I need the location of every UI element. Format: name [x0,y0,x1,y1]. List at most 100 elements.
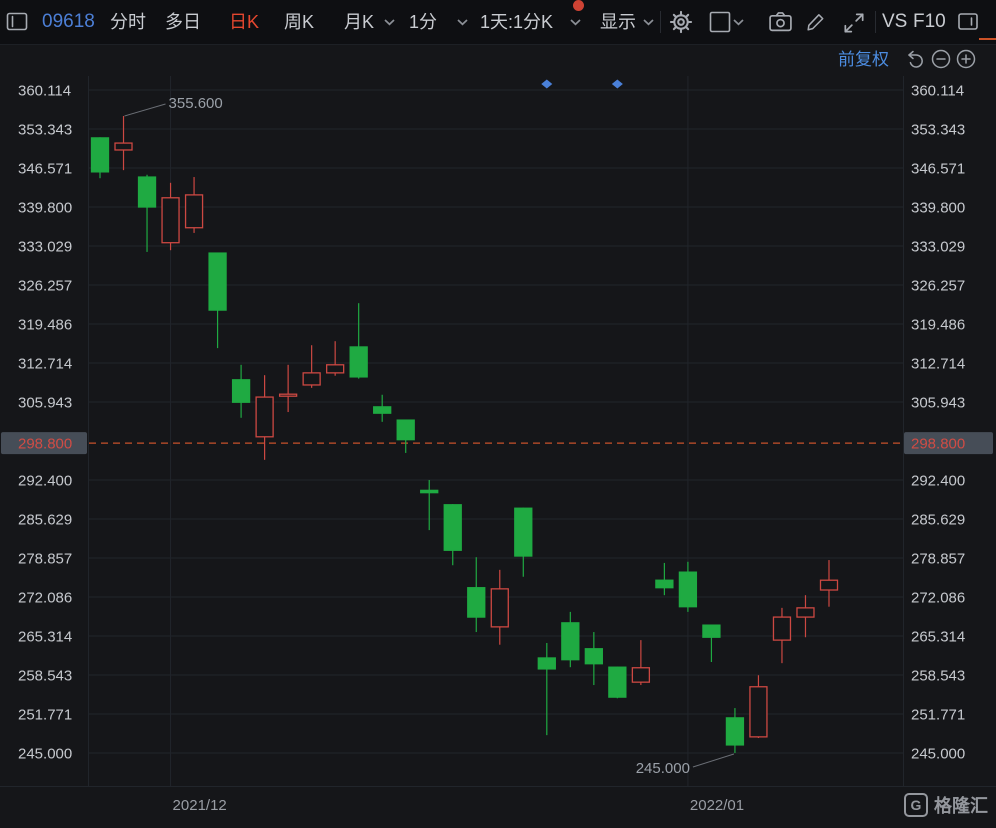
event-marker-icon[interactable] [541,79,553,89]
y-axis-label-right: 245.000 [911,746,965,763]
annotation-line [124,103,166,117]
candle-body [537,657,556,670]
candle-body [302,372,321,386]
candle-body [678,571,698,608]
adjust-mode-button[interactable]: 前复权 [838,50,889,69]
candle-body [161,197,180,244]
y-axis-label-left: 251.771 [18,707,72,724]
x-axis-label: 2021/12 [173,797,227,814]
toolbar-divider [875,11,876,33]
tab-intraday[interactable]: 分时 [110,12,146,32]
gelonghui-logo-icon: G [904,793,928,817]
reference-price-tag-left [1,432,87,455]
annotation-line [692,753,735,768]
period-selector[interactable]: 1天:1分K [480,12,554,32]
candle-body [420,489,439,494]
candle-body [231,379,251,403]
zoom-in-icon[interactable] [955,48,977,70]
candle-body [373,406,392,414]
y-axis-label-left: 326.257 [18,277,72,294]
chevron-down-icon[interactable] [643,19,654,26]
y-axis-label-right: 258.543 [911,667,965,684]
candle-body [349,346,368,378]
reference-price-label-right: 298.800 [911,436,965,453]
zoom-out-icon[interactable] [930,48,952,70]
candle-body [443,504,462,551]
reference-price-tag-right [904,432,993,455]
chart-toolbar: 09618 分时 多日 日K 周K 月K 1分 1天:1分K 显示 [0,0,996,45]
tab-monthly-k[interactable]: 月K [344,12,375,32]
f10-button[interactable]: F10 [913,11,946,32]
info-panel-icon[interactable] [957,10,979,32]
undo-icon[interactable] [904,48,926,70]
tab-daily-k[interactable]: 日K [229,12,260,32]
expand-icon[interactable] [841,10,867,36]
notification-dot [573,0,584,11]
y-axis-label-left: 346.571 [18,161,72,178]
candle-body [772,616,792,641]
candle-body [561,622,580,661]
low-annotation: 245.000 [636,760,690,777]
y-axis-label-right: 251.771 [911,707,965,724]
y-axis-label-right: 326.257 [911,277,965,294]
chevron-down-icon[interactable] [457,19,468,26]
y-axis-label-left: 285.629 [18,511,72,528]
candle-body [655,579,674,589]
candle-body [514,507,533,557]
event-marker-icon[interactable] [611,79,623,89]
y-axis-label-right: 305.943 [911,394,965,411]
chart-subheader: 前复权 [0,45,996,75]
chevron-down-icon[interactable] [570,19,581,26]
gelonghui-logo-text: 格隆汇 [934,796,988,816]
y-axis-label-right: 319.486 [911,316,965,333]
chevron-down-icon[interactable] [733,19,744,26]
candle-body [90,137,110,173]
camera-icon[interactable] [768,10,793,33]
y-axis-label-left: 272.086 [18,589,72,606]
y-axis-label-left: 278.857 [18,551,72,568]
y-axis-label-right: 285.629 [911,511,965,528]
pencil-icon[interactable] [806,10,827,32]
gear-icon[interactable] [668,9,694,35]
tab-1min[interactable]: 1分 [409,12,438,32]
chart-style-icon[interactable] [708,10,732,34]
compare-button[interactable]: VS [882,11,908,32]
window-layout-icon[interactable] [5,10,29,34]
y-axis-label-left: 265.314 [18,629,72,646]
y-axis-label-left: 305.943 [18,394,72,411]
y-axis-label-left: 333.029 [18,238,72,255]
y-axis-label-left: 353.343 [18,121,72,138]
gelonghui-watermark: G 格隆汇 [904,792,988,818]
candle-body [467,587,486,618]
candle-body [725,717,745,746]
candle-body [184,194,204,229]
price-indicator-tick [979,38,996,40]
chevron-down-icon[interactable] [384,19,395,26]
toolbar-divider [660,11,661,33]
stock-code[interactable]: 09618 [42,11,95,32]
display-menu[interactable]: 显示 [600,12,636,32]
candle-body [208,252,227,311]
y-axis-label-left: 292.400 [18,472,72,489]
y-axis-label-right: 360.114 [911,83,964,100]
candle-body [749,686,768,738]
y-axis-label-right: 292.400 [911,472,965,489]
candle-body [255,396,274,438]
candle-body [796,607,815,618]
y-axis-label-left: 245.000 [18,746,72,763]
y-axis-label-left: 258.543 [18,667,72,684]
y-axis-label-right: 353.343 [911,121,965,138]
tab-weekly-k[interactable]: 周K [284,12,315,32]
y-axis-label-right: 265.314 [911,629,965,646]
candle-body [631,667,651,683]
candle-body [114,142,133,151]
candle-body [326,364,345,374]
candle-body [819,579,839,591]
tab-multiday[interactable]: 多日 [165,12,201,32]
reference-price-label-left: 298.800 [18,436,72,453]
candle-body [137,176,157,208]
y-axis-label-left: 312.714 [18,356,72,373]
y-axis-label-right: 333.029 [911,238,965,255]
